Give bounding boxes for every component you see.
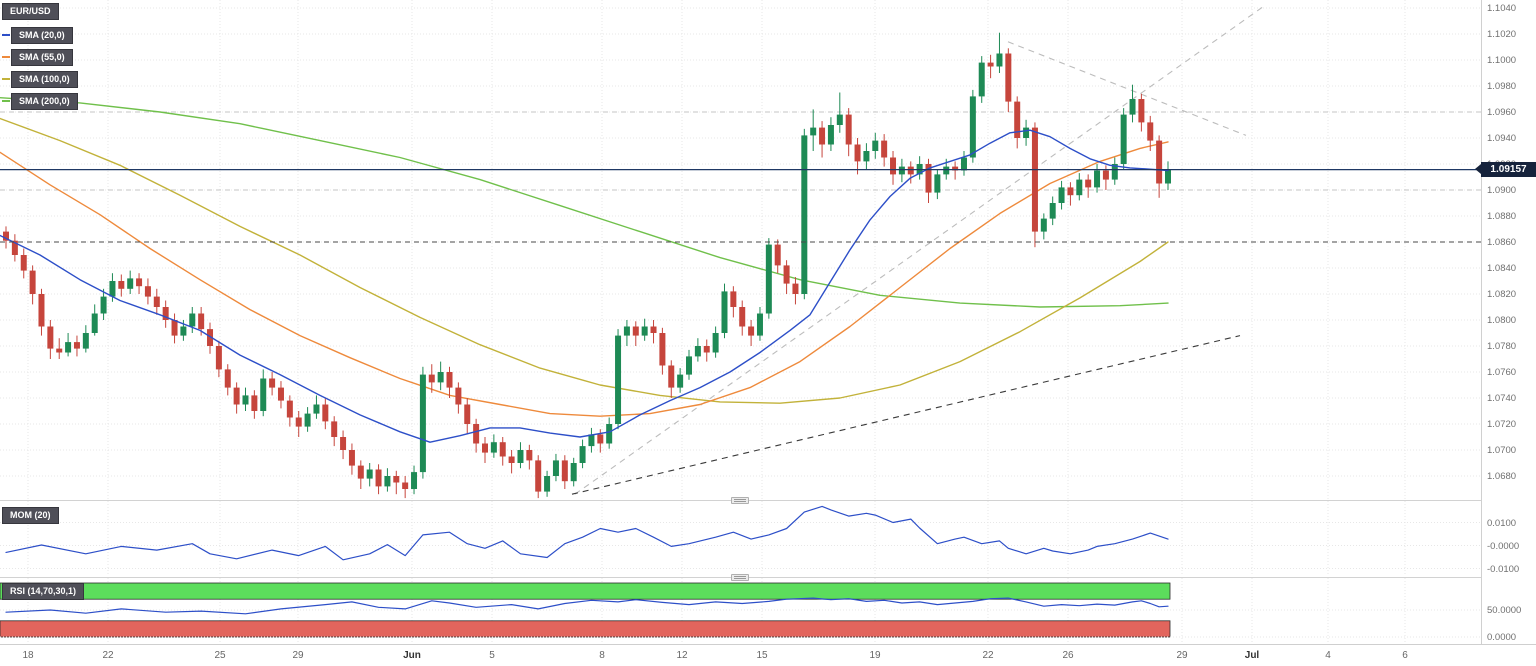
sma55-color-swatch — [2, 56, 10, 58]
price-axis-label: 1.0760 — [1487, 367, 1517, 378]
price-axis[interactable]: 1.1040 1.1020 1.1000 1.0980 1.0960 1.0940 1.09… — [1481, 0, 1536, 644]
price-axis-label: 1.0840 — [1487, 263, 1517, 274]
price-axis-label: 1.0940 — [1487, 133, 1517, 144]
price-axis-label: 1.0720 — [1487, 419, 1517, 430]
price-axis-label: 1.0880 — [1487, 211, 1517, 222]
date-label: 19 — [869, 650, 881, 661]
date-label: 29 — [1176, 650, 1188, 661]
panel-separator — [0, 577, 1536, 578]
price-axis-label: 1.0900 — [1487, 185, 1517, 196]
panel-resize-handle[interactable] — [731, 497, 749, 504]
date-label: 22 — [102, 650, 114, 661]
momentum-panel-canvas[interactable] — [0, 501, 1481, 576]
date-label: 4 — [1325, 650, 1331, 661]
date-label: 12 — [676, 650, 688, 661]
price-axis-label: 1.0800 — [1487, 315, 1517, 326]
momentum-legend-badge[interactable]: MOM (20) — [2, 507, 59, 524]
price-axis-label: 1.0680 — [1487, 471, 1517, 482]
legend-sma200-label: SMA (200,0) — [11, 92, 78, 110]
sma100-color-swatch — [2, 78, 10, 80]
rsi-axis-label: 0.0000 — [1487, 632, 1517, 643]
legend-sma100-badge[interactable]: SMA (100,0) — [2, 68, 78, 90]
legend-sma20-label: SMA (20,0) — [11, 26, 73, 44]
price-axis-label: 1.0820 — [1487, 289, 1517, 300]
date-label: 29 — [292, 650, 304, 661]
date-label: 6 — [1402, 650, 1408, 661]
legend-sma55-badge[interactable]: SMA (55,0) — [2, 46, 78, 68]
main-chart-canvas[interactable] — [0, 0, 1481, 500]
price-axis-label: 1.1040 — [1487, 3, 1517, 14]
legend-sma55-label: SMA (55,0) — [11, 48, 73, 66]
legend-sma20-badge[interactable]: SMA (20,0) — [2, 24, 78, 46]
sma20-color-swatch — [2, 34, 10, 36]
price-axis-label: 1.0740 — [1487, 393, 1517, 404]
sma-legend-group: SMA (20,0) SMA (55,0) SMA (100,0) SMA (200,… — [2, 24, 78, 112]
date-label: Jul — [1244, 650, 1260, 661]
panel-separator — [0, 500, 1536, 501]
current-price-value: 1.09157 — [1490, 164, 1527, 175]
price-axis-label: 1.0960 — [1487, 107, 1517, 118]
date-label: 22 — [982, 650, 994, 661]
date-label: 8 — [599, 650, 605, 661]
date-label: 5 — [489, 650, 495, 661]
price-axis-label: 1.1020 — [1487, 29, 1517, 40]
date-label: 18 — [22, 650, 34, 661]
momentum-axis-label: 0.0100 — [1487, 517, 1517, 529]
date-label: 25 — [214, 650, 226, 661]
current-price-tag: 1.09157 — [1475, 162, 1536, 177]
date-label: Jun — [403, 650, 421, 661]
price-axis-label: 1.0700 — [1487, 445, 1517, 456]
legend-sma100-label: SMA (100,0) — [11, 70, 78, 88]
rsi-axis-label: 50.0000 — [1487, 605, 1522, 616]
rsi-panel-canvas[interactable] — [0, 578, 1481, 644]
price-axis-label: 1.0860 — [1487, 237, 1517, 248]
momentum-axis-label: -0.0000 — [1487, 540, 1520, 552]
momentum-axis-label: -0.0100 — [1487, 563, 1520, 575]
legend-sma200-badge[interactable]: SMA (200,0) — [2, 90, 78, 112]
price-axis-label: 1.1000 — [1487, 55, 1517, 66]
sma200-color-swatch — [2, 100, 10, 102]
panel-resize-handle[interactable] — [731, 574, 749, 581]
time-axis[interactable]: 18 22 25 29 Jun 5 8 12 15 19 22 26 29 Jul 4 6 — [0, 644, 1536, 666]
date-label: 15 — [756, 650, 768, 661]
rsi-legend-badge[interactable]: RSI (14,70,30,1) — [2, 583, 85, 600]
price-axis-label: 1.0980 — [1487, 81, 1517, 92]
price-tag-arrow-icon — [1475, 164, 1481, 174]
symbol-legend-badge[interactable]: EUR/USD — [2, 3, 59, 20]
date-label: 26 — [1062, 650, 1074, 661]
price-axis-label: 1.0780 — [1487, 341, 1517, 352]
